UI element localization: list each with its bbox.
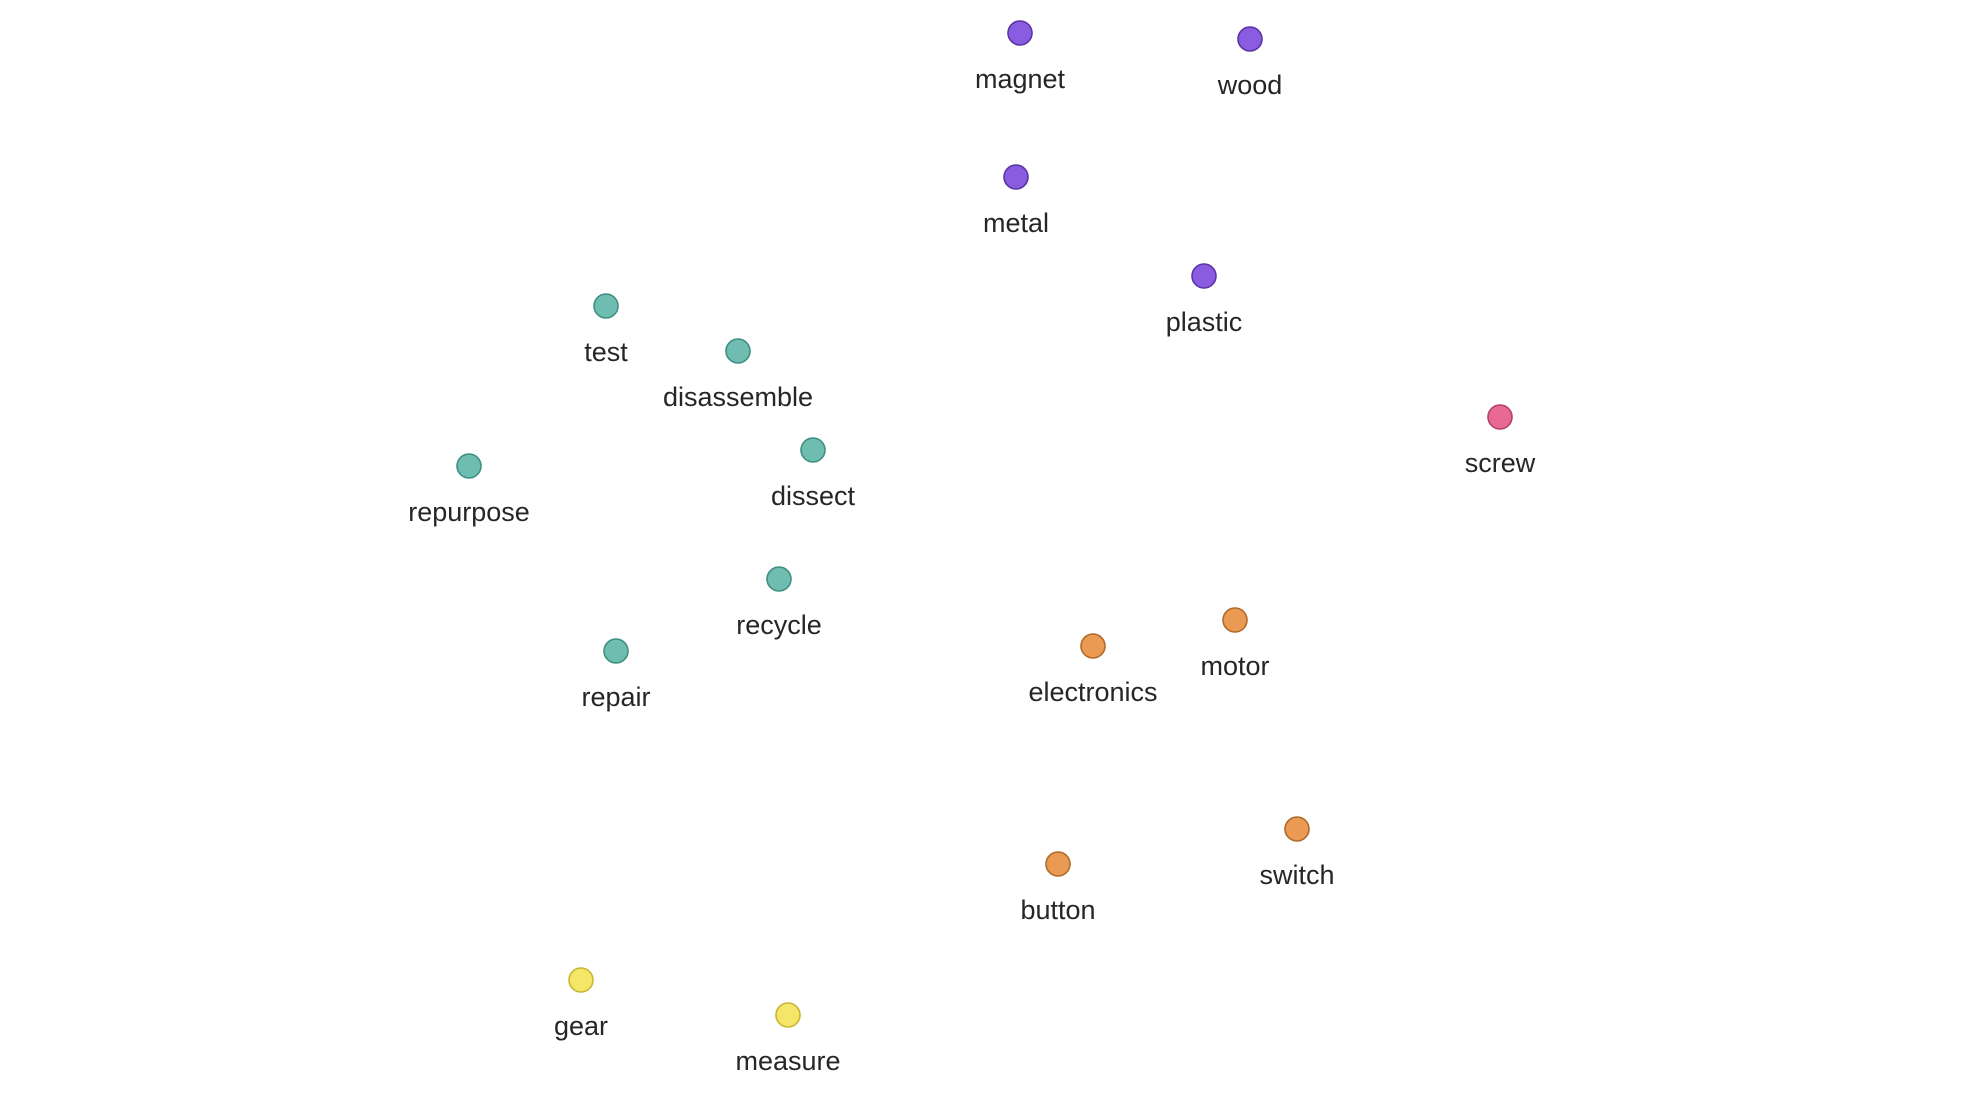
point-label-metal: metal — [983, 208, 1049, 238]
point-label-switch: switch — [1259, 860, 1334, 890]
point-label-magnet: magnet — [975, 64, 1066, 94]
point-label-screw: screw — [1465, 448, 1536, 478]
points-layer — [456, 20, 1513, 1028]
point-repair — [603, 638, 629, 664]
labels-layer: magnet wood metal plastic test disassemble dis… — [408, 64, 1536, 1076]
point-label-recycle: recycle — [736, 610, 822, 640]
point-button — [1045, 851, 1071, 877]
point-metal — [1003, 164, 1029, 190]
point-label-motor: motor — [1200, 651, 1269, 681]
point-label-test: test — [584, 337, 628, 367]
point-magnet — [1007, 20, 1033, 46]
point-label-disassemble: disassemble — [663, 382, 813, 412]
point-test — [593, 293, 619, 319]
point-screw — [1487, 404, 1513, 430]
point-label-gear: gear — [554, 1011, 608, 1041]
point-measure — [775, 1002, 801, 1028]
point-label-measure: measure — [735, 1046, 840, 1076]
point-label-repurpose: repurpose — [408, 497, 530, 527]
point-dissect — [800, 437, 826, 463]
point-label-wood: wood — [1217, 70, 1283, 100]
point-switch — [1284, 816, 1310, 842]
point-disassemble — [725, 338, 751, 364]
point-motor — [1222, 607, 1248, 633]
point-repurpose — [456, 453, 482, 479]
point-label-plastic: plastic — [1166, 307, 1243, 337]
point-label-dissect: dissect — [771, 481, 856, 511]
point-wood — [1237, 26, 1263, 52]
point-label-repair: repair — [581, 682, 650, 712]
point-gear — [568, 967, 594, 993]
point-label-electronics: electronics — [1028, 677, 1157, 707]
point-electronics — [1080, 633, 1106, 659]
point-recycle — [766, 566, 792, 592]
point-plastic — [1191, 263, 1217, 289]
point-label-button: button — [1020, 895, 1095, 925]
